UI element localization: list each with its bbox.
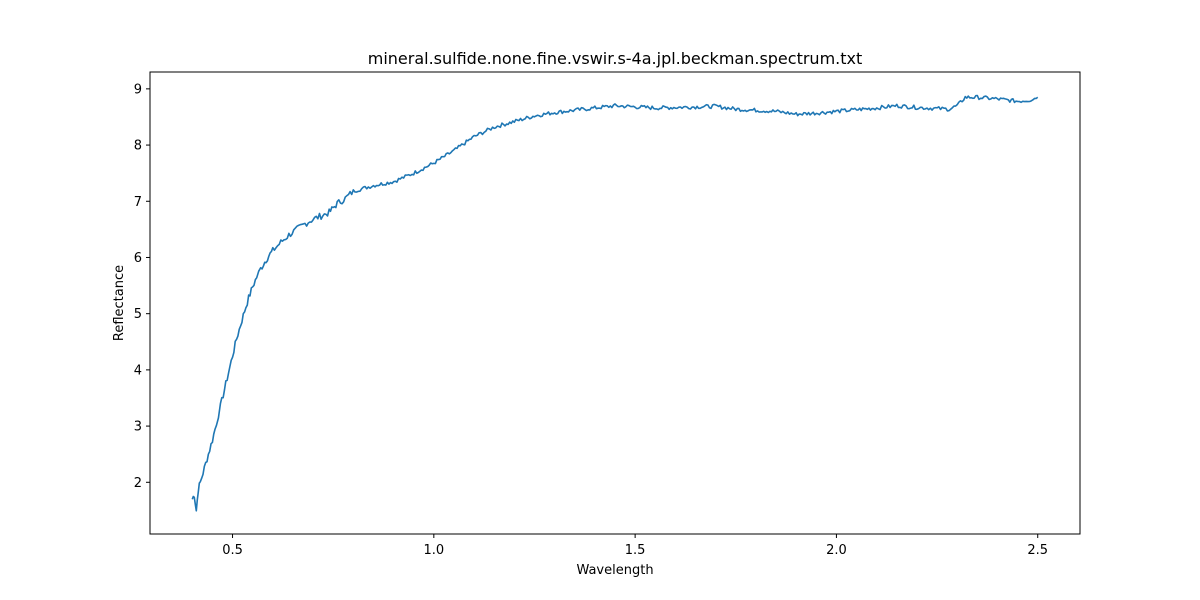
y-tick-label: 8 bbox=[134, 139, 142, 154]
y-tick-label: 9 bbox=[134, 82, 142, 97]
y-axis-ticks: 2 3 4 5 6 7 8 9 bbox=[134, 82, 150, 491]
x-tick-label: 1.5 bbox=[625, 543, 646, 558]
y-tick-label: 7 bbox=[134, 195, 142, 210]
y-axis-label: Reflectance bbox=[112, 265, 127, 341]
reflectance-series-line bbox=[191, 94, 1039, 512]
y-tick-label: 6 bbox=[134, 251, 142, 266]
x-tick-label: 0.5 bbox=[222, 543, 243, 558]
y-tick-label: 2 bbox=[134, 476, 142, 491]
x-axis-label: Wavelength bbox=[576, 563, 653, 578]
x-tick-label: 2.5 bbox=[1027, 543, 1048, 558]
plot-area bbox=[149, 71, 1081, 535]
y-tick-label: 3 bbox=[134, 420, 142, 435]
y-tick-label: 4 bbox=[134, 363, 142, 378]
x-axis-ticks: 0.5 1.0 1.5 2.0 2.5 bbox=[222, 534, 1048, 558]
chart-title: mineral.sulfide.none.fine.vswir.s-4a.jpl… bbox=[368, 49, 863, 68]
x-tick-label: 2.0 bbox=[826, 543, 847, 558]
x-tick-label: 1.0 bbox=[423, 543, 444, 558]
y-tick-label: 5 bbox=[134, 307, 142, 322]
